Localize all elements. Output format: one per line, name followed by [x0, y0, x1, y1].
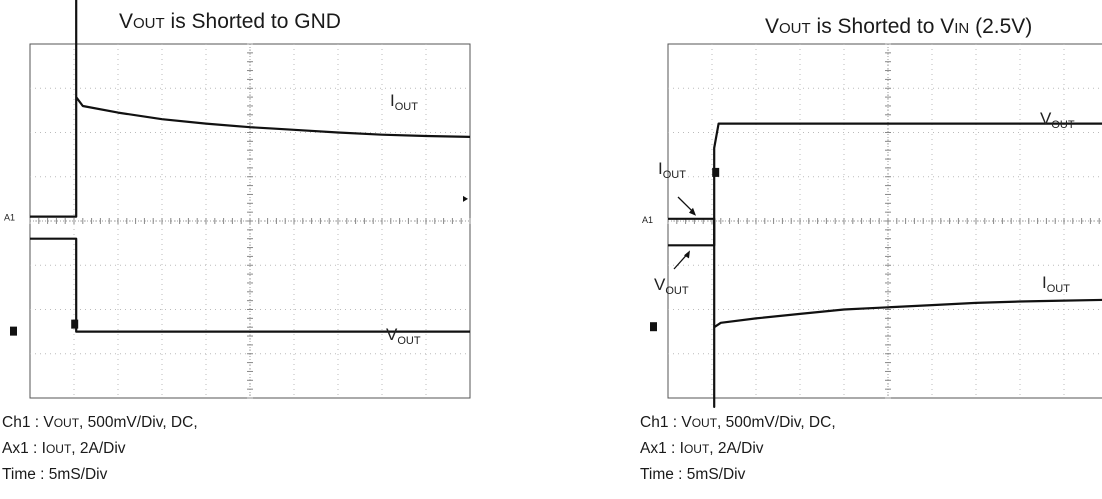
caption-sub: OUT [683, 442, 710, 456]
title-v: V [119, 10, 134, 33]
panel-title: VOUT is Shorted to GND [119, 10, 341, 34]
a1-marker: A1 [4, 213, 15, 223]
caption-text: Ch1 : V [640, 414, 692, 431]
a1-marker: A1 [642, 215, 653, 225]
caption-text: , 2A/Div [71, 440, 126, 457]
caption-line-time: Time : 5mS/Div [2, 462, 198, 487]
caption-line-ch1: Ch1 : VOUT, 500mV/Div, DC, [640, 410, 836, 436]
caption-text: Ax1 : I [640, 440, 684, 457]
arrow-head-icon [689, 207, 696, 216]
iout-label: IOUT [1042, 273, 1070, 295]
caption-line-ax1: Ax1 : IOUT, 2A/Div [640, 436, 836, 462]
ground-marker [10, 326, 17, 336]
caption-sub: OUT [691, 416, 718, 430]
caption-line-ch1: Ch1 : VOUT, 500mV/Div, DC, [2, 410, 198, 436]
iout-left-label: IOUT [658, 159, 686, 181]
title-v: V [765, 15, 780, 38]
title-sub: IN [954, 20, 970, 37]
trace-iout [668, 217, 1102, 408]
title-rest: is Shorted to V [810, 15, 955, 38]
panel-title: VOUT is Shorted to VIN (2.5V) [765, 15, 1032, 39]
caption-text: Time : 5mS/Div [2, 466, 108, 483]
iout-label: IOUT [390, 91, 418, 113]
scope-svg: IOUT VOUT A1 [4, 0, 471, 399]
caption-text: , 500mV/Div, DC, [717, 414, 836, 431]
trace-vout [30, 237, 470, 333]
scope-svg: VOUT IOUT IOUT VOUT A1 [642, 43, 1102, 408]
ground-marker [650, 322, 657, 332]
title-rest: is Shorted to GND [164, 10, 341, 33]
ch1-marker [712, 167, 720, 177]
caption-line-ax1: Ax1 : IOUT, 2A/Div [2, 436, 198, 462]
caption-text: Ax1 : I [2, 440, 46, 457]
oscilloscope-plot: IOUT VOUT A1 [4, 0, 471, 399]
oscilloscope-plot: VOUT IOUT IOUT VOUT A1 [642, 43, 1102, 408]
trace-iout [30, 0, 471, 218]
title-sub: OUT [133, 15, 165, 32]
caption: Ch1 : VOUT, 500mV/Div, DC, Ax1 : IOUT, 2… [640, 410, 836, 487]
caption-sub: OUT [45, 442, 72, 456]
caption: Ch1 : VOUT, 500mV/Div, DC, Ax1 : IOUT, 2… [2, 410, 198, 487]
trigger-arrow-icon [463, 195, 468, 202]
caption-text: Time : 5mS/Div [640, 466, 746, 483]
vout-left-label: VOUT [654, 275, 689, 297]
trace-vout [668, 122, 1102, 247]
caption-text: , 2A/Div [709, 440, 764, 457]
vout-label: VOUT [386, 325, 421, 347]
caption-sub: OUT [53, 416, 80, 430]
caption-line-time: Time : 5mS/Div [640, 462, 836, 487]
arrow-head-icon [684, 250, 690, 259]
title-sub: OUT [779, 20, 811, 37]
caption-text: Ch1 : V [2, 414, 54, 431]
vout-label: VOUT [1040, 109, 1075, 131]
title-rest: (2.5V) [969, 15, 1033, 38]
caption-text: , 500mV/Div, DC, [79, 414, 198, 431]
ch1-marker [71, 319, 79, 329]
